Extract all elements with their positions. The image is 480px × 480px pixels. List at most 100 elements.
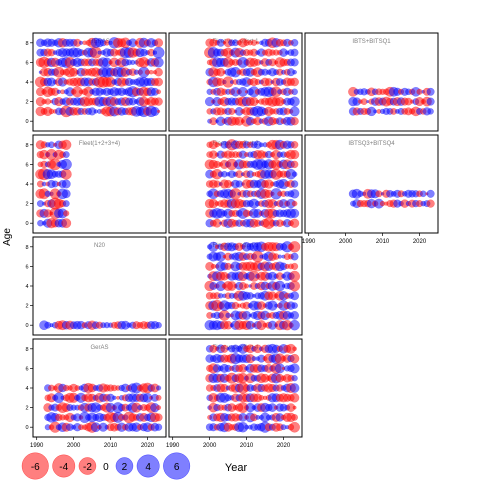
panel-6: N20 0 2 4 6 8 (25, 236, 167, 336)
panel-frame (304, 134, 439, 234)
x-tick-label: 2010 (376, 239, 390, 245)
residual-point (290, 150, 300, 160)
residual-point (292, 346, 297, 351)
residual-point (155, 395, 162, 401)
panel-title: IBTSQ3+BITSQ4 (348, 141, 395, 147)
residual-point (289, 363, 300, 374)
panel-title: GerAS (90, 345, 108, 351)
panel-7: Fleet w.o. effort 3 (168, 236, 303, 336)
panel-frame (168, 236, 303, 336)
y-tick-label: 6 (25, 60, 28, 66)
residual-point (290, 117, 299, 126)
x-tick-label: 2010 (240, 443, 254, 449)
residual-point (112, 395, 117, 400)
residual-point (277, 254, 282, 259)
y-tick-label: 0 (25, 221, 28, 227)
residual-point (61, 139, 72, 150)
y-tick-label: 4 (25, 386, 28, 392)
residual-point (214, 142, 220, 148)
residual-point (427, 108, 434, 115)
bubbles (39, 320, 162, 331)
y-axis-label: Age (2, 228, 13, 246)
residual-point (291, 171, 298, 177)
panel-0: HERAS02468 (25, 32, 167, 132)
residual-point (289, 320, 300, 331)
residual-point (155, 322, 162, 329)
residual-point (419, 190, 427, 198)
residual-point (289, 270, 301, 282)
residual-point (290, 218, 300, 228)
residual-point (157, 109, 161, 113)
x-tick-label: 2000 (339, 239, 353, 245)
y-tick-label: 4 (25, 284, 28, 290)
panel-title: IBTS+BITSQ1 (352, 39, 391, 45)
legend-bubble (78, 457, 97, 475)
residual-point (154, 68, 163, 77)
bubbles (35, 139, 72, 229)
y-tick-label: 8 (25, 143, 28, 149)
x-tick-label: 1990 (30, 443, 44, 449)
residual-point (63, 210, 70, 217)
y-tick-label: 2 (25, 100, 28, 106)
residual-point (155, 423, 163, 431)
residual-point (154, 38, 164, 48)
panel-4: Fleet w.o. effort 2 (168, 134, 303, 234)
residual-point (290, 291, 299, 301)
x-tick-label: 2020 (141, 443, 155, 449)
residual-point (289, 96, 300, 107)
residual-point (60, 158, 72, 170)
panel-8: GerAS 0 2 4 6 8 1990 2000 2010 2020 (25, 338, 167, 449)
legend-label: 2 (122, 462, 128, 473)
residual-point (290, 189, 300, 199)
residual-point (154, 413, 163, 422)
residual-point (153, 57, 164, 68)
residual-point (61, 189, 71, 199)
residual-point (426, 199, 435, 208)
y-tick-label: 4 (25, 80, 28, 86)
panel-frame (32, 236, 167, 336)
x-tick-label: 1990 (302, 239, 316, 245)
residual-point (426, 97, 435, 106)
residual-point (290, 252, 299, 261)
legend-label: -4 (59, 462, 68, 473)
residual-point (373, 109, 378, 114)
y-tick-label: 2 (25, 202, 28, 208)
panel-frame (168, 32, 303, 132)
panel-5: IBTSQ3+BITSQ4 1990 2000 2010 2020 (302, 134, 439, 245)
panel-1: Fleet w.o. effort 1 (168, 32, 303, 132)
residual-point (426, 189, 435, 198)
x-tick-label: 2010 (104, 443, 118, 449)
residual-point (290, 311, 299, 320)
panel-2: IBTS+BITSQ1 (304, 32, 439, 132)
legend-label: -6 (31, 462, 40, 473)
x-tick-label: 2000 (67, 443, 81, 449)
legend-label: 6 (174, 462, 180, 473)
bubbles (205, 343, 300, 433)
residual-point (79, 40, 84, 45)
residual-point (290, 77, 299, 87)
y-tick-label: 8 (25, 347, 28, 353)
residual-point (256, 41, 260, 45)
residual-point (250, 39, 258, 46)
residual-point (290, 48, 299, 57)
residual-point (291, 414, 298, 421)
y-tick-label: 0 (25, 323, 28, 329)
residual-point (290, 58, 299, 67)
x-tick-label: 1990 (166, 443, 180, 449)
legend-bubble (21, 452, 49, 480)
panel-3: Fleet(1+2+3+4) 0 2 4 6 8 (25, 134, 167, 234)
panel-frame (304, 32, 439, 132)
y-tick-label: 2 (25, 304, 28, 310)
residual-point (62, 151, 70, 158)
y-tick-label: 0 (25, 119, 28, 125)
residual-point (62, 200, 70, 207)
residual-point (289, 106, 300, 117)
legend-label: -2 (83, 462, 92, 473)
panel-frame (168, 134, 303, 234)
y-tick-label: 0 (25, 425, 28, 431)
residual-point (289, 280, 300, 292)
legend-bubble (52, 454, 76, 478)
residual-point (148, 69, 154, 75)
bubbles (204, 241, 301, 331)
residual-point (290, 160, 299, 169)
